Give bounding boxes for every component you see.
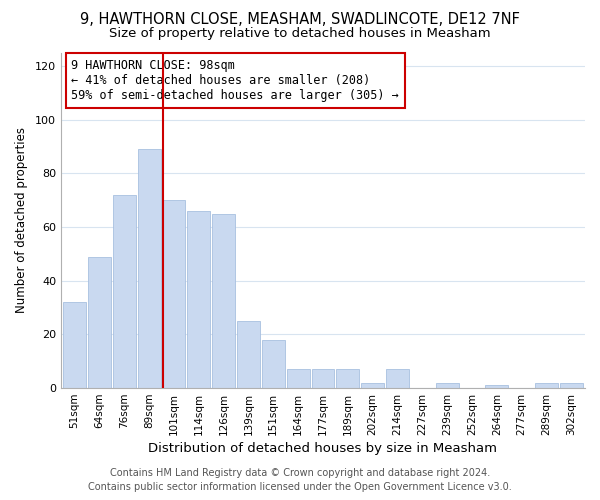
Bar (88, 256, 111, 388)
Bar (113, 195, 136, 388)
Bar (287, 370, 310, 388)
Bar (137, 149, 161, 388)
Bar (163, 200, 185, 388)
Bar (311, 370, 334, 388)
Bar (212, 214, 235, 388)
Text: 9 HAWTHORN CLOSE: 98sqm
← 41% of detached houses are smaller (208)
59% of semi-d: 9 HAWTHORN CLOSE: 98sqm ← 41% of detache… (71, 59, 399, 102)
Bar (337, 370, 359, 388)
Bar (436, 382, 458, 388)
Bar (361, 382, 384, 388)
Text: Size of property relative to detached houses in Measham: Size of property relative to detached ho… (109, 28, 491, 40)
Bar (535, 382, 558, 388)
X-axis label: Distribution of detached houses by size in Measham: Distribution of detached houses by size … (148, 442, 497, 455)
Bar (386, 370, 409, 388)
Text: 9, HAWTHORN CLOSE, MEASHAM, SWADLINCOTE, DE12 7NF: 9, HAWTHORN CLOSE, MEASHAM, SWADLINCOTE,… (80, 12, 520, 28)
Bar (560, 382, 583, 388)
Bar (187, 211, 210, 388)
Text: Contains HM Land Registry data © Crown copyright and database right 2024.
Contai: Contains HM Land Registry data © Crown c… (88, 468, 512, 492)
Bar (237, 321, 260, 388)
Y-axis label: Number of detached properties: Number of detached properties (15, 128, 28, 314)
Bar (485, 386, 508, 388)
Bar (63, 302, 86, 388)
Bar (262, 340, 285, 388)
